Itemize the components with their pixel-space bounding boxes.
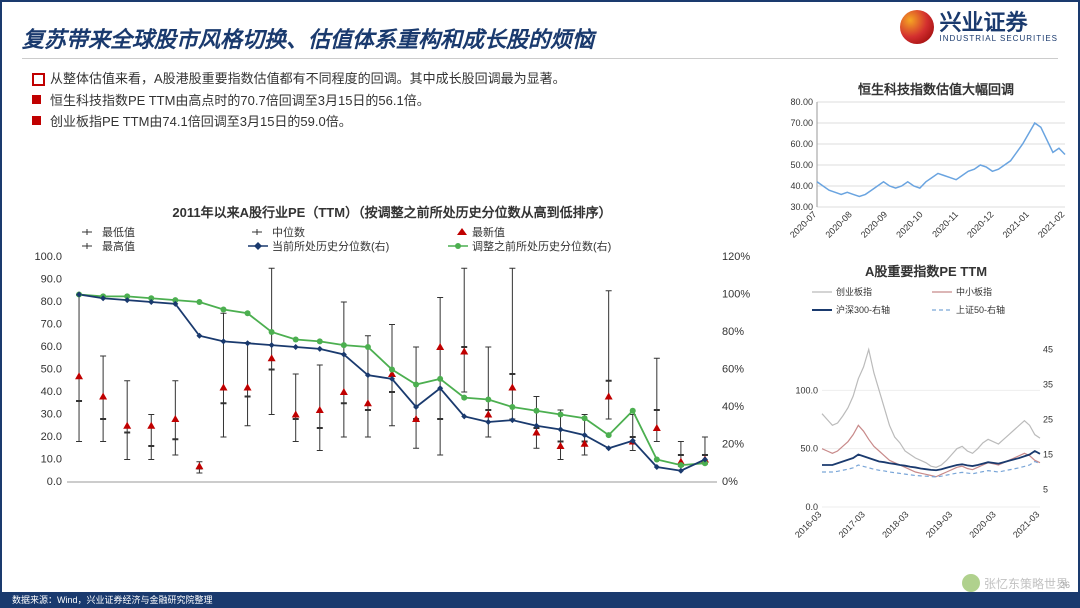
svg-text:最低值: 最低值	[102, 226, 135, 239]
svg-text:2017-03: 2017-03	[837, 509, 867, 539]
svg-text:50.0: 50.0	[800, 444, 818, 454]
svg-text:80.0: 80.0	[41, 296, 62, 308]
svg-text:上证50-右轴: 上证50-右轴	[956, 304, 1005, 315]
svg-text:35: 35	[1043, 380, 1053, 390]
svg-text:100%: 100%	[722, 289, 750, 301]
svg-text:80.00: 80.00	[790, 97, 813, 107]
svg-text:恒生科技指数估值大幅回调: 恒生科技指数估值大幅回调	[858, 82, 1014, 97]
svg-text:70.0: 70.0	[41, 319, 62, 331]
svg-text:2019-03: 2019-03	[924, 509, 954, 539]
logo-subtitle: INDUSTRIAL SECURITIES	[940, 34, 1059, 43]
svg-text:50.0: 50.0	[41, 364, 62, 376]
svg-text:40.0: 40.0	[41, 386, 62, 398]
svg-text:45: 45	[1043, 345, 1053, 355]
svg-text:90.0: 90.0	[41, 274, 62, 286]
hs-tech-chart: 恒生科技指数估值大幅回调30.0040.0050.0060.0070.0080.…	[782, 82, 1070, 252]
svg-text:2020-07: 2020-07	[788, 209, 818, 239]
svg-text:5: 5	[1043, 485, 1048, 495]
svg-text:中位数: 中位数	[272, 225, 305, 239]
svg-text:0%: 0%	[722, 476, 738, 488]
svg-text:2020-09: 2020-09	[859, 209, 889, 239]
divider	[22, 58, 1058, 59]
svg-text:10.0: 10.0	[41, 454, 62, 466]
page-title: 复苏带来全球股市风格切换、估值体系重构和成长股的烦恼	[22, 22, 594, 54]
svg-text:40.00: 40.00	[790, 181, 813, 191]
svg-text:40%: 40%	[722, 401, 744, 413]
svg-text:2021-02: 2021-02	[1036, 209, 1066, 239]
svg-text:2011年以来A股行业PE（TTM）（按调整之前所处历史分位: 2011年以来A股行业PE（TTM）（按调整之前所处历史分位数从高到低排序）	[172, 205, 611, 220]
svg-text:2020-10: 2020-10	[894, 209, 924, 239]
main-chart: 2011年以来A股行业PE（TTM）（按调整之前所处历史分位数从高到低排序） 最低…	[22, 202, 762, 562]
logo-icon	[900, 10, 934, 44]
svg-text:15: 15	[1043, 450, 1053, 460]
slide: 复苏带来全球股市风格切换、估值体系重构和成长股的烦恼 兴业证券 INDUSTRI…	[0, 0, 1080, 608]
svg-text:60.0: 60.0	[41, 341, 62, 353]
svg-text:沪深300-右轴: 沪深300-右轴	[836, 304, 890, 315]
svg-text:100.0: 100.0	[795, 385, 818, 395]
svg-text:2020-08: 2020-08	[823, 209, 853, 239]
svg-text:调整之前所处历史分位数(右): 调整之前所处历史分位数(右)	[472, 239, 611, 253]
svg-text:60.00: 60.00	[790, 139, 813, 149]
svg-text:60%: 60%	[722, 364, 744, 376]
logo: 兴业证券 INDUSTRIAL SECURITIES	[900, 10, 1059, 44]
svg-text:50.00: 50.00	[790, 160, 813, 170]
svg-text:最高值: 最高值	[102, 239, 135, 253]
svg-text:20%: 20%	[722, 439, 744, 451]
svg-text:20.0: 20.0	[41, 431, 62, 443]
svg-text:A股重要指数PE TTM: A股重要指数PE TTM	[865, 264, 987, 279]
svg-text:最新值: 最新值	[472, 225, 505, 239]
svg-text:2021-01: 2021-01	[1001, 209, 1031, 239]
svg-text:2021-03: 2021-03	[1011, 509, 1041, 539]
svg-text:2020-12: 2020-12	[965, 209, 995, 239]
svg-text:30.0: 30.0	[41, 409, 62, 421]
svg-text:2016-03: 2016-03	[793, 509, 823, 539]
svg-text:2018-03: 2018-03	[880, 509, 910, 539]
svg-text:80%: 80%	[722, 326, 744, 338]
svg-text:0.0: 0.0	[47, 476, 62, 488]
svg-text:当前所处历史分位数(右): 当前所处历史分位数(右)	[272, 239, 389, 253]
svg-text:70.00: 70.00	[790, 118, 813, 128]
svg-text:25: 25	[1043, 415, 1053, 425]
logo-text: 兴业证券	[940, 12, 1059, 34]
svg-text:2020-11: 2020-11	[930, 209, 960, 239]
svg-text:120%: 120%	[722, 251, 750, 263]
svg-text:中小板指: 中小板指	[956, 286, 992, 297]
svg-text:2020-03: 2020-03	[967, 509, 997, 539]
pe-ttm-chart: A股重要指数PE TTM创业板指中小板指沪深300-右轴上证50-右轴0.050…	[782, 262, 1070, 562]
watermark: 张忆东策略世界	[962, 574, 1068, 592]
header: 复苏带来全球股市风格切换、估值体系重构和成长股的烦恼 兴业证券 INDUSTRI…	[2, 2, 1078, 54]
footer: 数据来源：Wind，兴业证券经济与金融研究院整理	[2, 592, 1078, 606]
svg-text:创业板指: 创业板指	[836, 286, 872, 297]
svg-text:100.0: 100.0	[34, 251, 62, 263]
